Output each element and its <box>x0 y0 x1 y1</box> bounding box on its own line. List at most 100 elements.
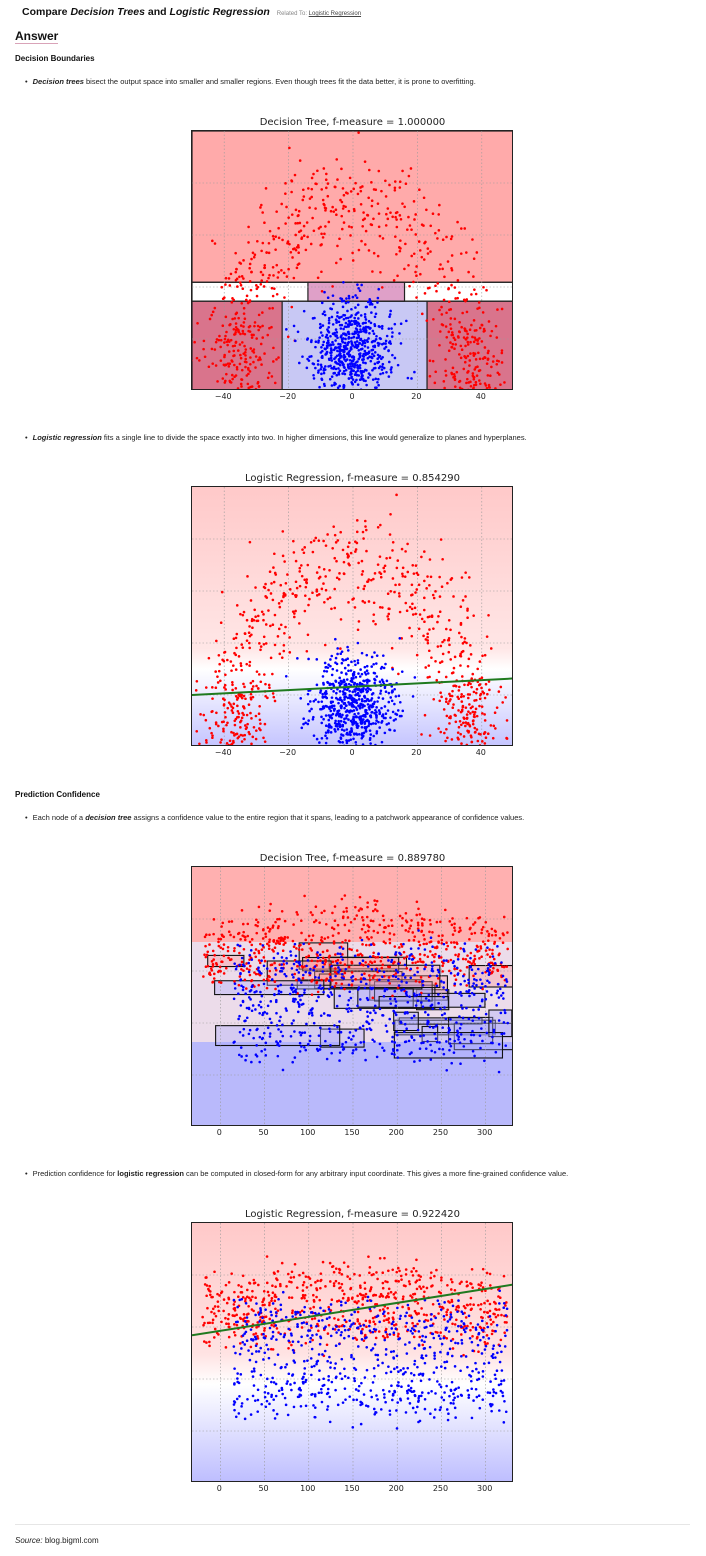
red-point <box>467 388 470 389</box>
blue-point <box>380 368 384 371</box>
red-point <box>301 976 305 980</box>
red-point <box>271 623 275 627</box>
blue-point <box>315 737 319 741</box>
red-point <box>450 345 454 349</box>
blue-point <box>402 1030 406 1034</box>
red-point <box>326 1332 330 1335</box>
red-point <box>248 1282 252 1285</box>
red-point <box>453 1288 457 1292</box>
blue-point <box>366 356 370 360</box>
tree-region-4 <box>426 300 512 389</box>
blue-point <box>410 377 413 380</box>
red-point <box>410 228 413 231</box>
red-point <box>473 368 477 371</box>
red-point <box>480 1315 483 1319</box>
blue-point <box>354 1048 358 1051</box>
red-point <box>267 276 270 280</box>
red-point <box>242 930 245 934</box>
red-point <box>367 974 371 977</box>
red-point <box>504 696 507 699</box>
red-point <box>361 1303 364 1306</box>
blue-point <box>428 1025 432 1029</box>
red-point <box>227 1281 231 1284</box>
blue-point <box>303 1031 307 1034</box>
red-point <box>404 919 408 922</box>
blue-point <box>359 720 363 724</box>
red-point <box>263 722 267 726</box>
blue-point <box>311 362 315 365</box>
red-point <box>380 966 384 970</box>
blue-point <box>421 1005 425 1008</box>
red-point <box>365 549 368 553</box>
tree-leaf-region <box>398 1017 483 1025</box>
red-point <box>346 554 350 557</box>
red-point <box>430 615 434 619</box>
red-point <box>250 336 254 339</box>
blue-point <box>318 1048 322 1051</box>
red-point <box>428 734 432 737</box>
blue-point <box>442 995 446 999</box>
red-point <box>317 539 321 542</box>
red-point <box>396 274 399 278</box>
red-point <box>456 335 460 338</box>
red-point <box>466 354 470 358</box>
red-point <box>263 959 267 963</box>
red-point <box>240 385 243 388</box>
red-point <box>472 257 476 261</box>
red-point <box>290 1280 293 1284</box>
red-point <box>359 203 363 206</box>
blue-point <box>344 716 348 720</box>
red-point <box>443 386 446 389</box>
blue-point <box>434 1037 438 1040</box>
red-point <box>494 933 498 937</box>
blue-point <box>457 1038 460 1041</box>
red-point <box>461 704 465 708</box>
red-point <box>286 240 290 243</box>
red-point <box>316 990 320 994</box>
blue-point <box>247 961 251 965</box>
red-point <box>234 668 238 671</box>
red-point <box>235 1323 239 1327</box>
blue-point <box>306 702 310 706</box>
red-point <box>333 533 337 537</box>
red-point <box>454 953 457 957</box>
red-point <box>326 936 330 939</box>
red-point <box>247 1296 251 1300</box>
blue-point <box>369 742 372 745</box>
red-point <box>343 923 347 927</box>
red-point <box>367 168 371 172</box>
red-point <box>312 1298 316 1302</box>
blue-point <box>501 991 505 995</box>
red-point <box>387 1287 391 1291</box>
blue-point <box>360 699 364 703</box>
red-point <box>391 1316 395 1319</box>
red-point <box>412 1266 416 1270</box>
red-point <box>390 924 394 928</box>
red-point <box>213 348 217 351</box>
red-point <box>431 931 434 934</box>
blue-point <box>335 1004 339 1008</box>
red-point <box>300 1326 304 1329</box>
red-point <box>408 927 411 930</box>
red-point <box>292 923 295 926</box>
blue-point <box>269 1000 273 1003</box>
red-point <box>499 1338 503 1342</box>
red-point <box>410 1296 414 1299</box>
blue-point <box>371 1018 374 1022</box>
red-point <box>248 641 251 645</box>
red-point <box>356 586 360 589</box>
red-point <box>388 556 392 560</box>
red-point <box>228 284 232 287</box>
red-point <box>431 212 435 216</box>
blue-point <box>449 1044 453 1048</box>
red-point <box>393 186 397 190</box>
blue-point <box>323 661 327 665</box>
blue-point <box>343 688 346 691</box>
red-point <box>442 961 445 965</box>
red-point <box>324 225 327 228</box>
related-link[interactable]: Logistic Regression <box>308 11 362 17</box>
red-point <box>438 1305 442 1308</box>
red-point <box>454 343 458 346</box>
blue-point <box>367 319 371 323</box>
blue-point <box>471 1029 474 1033</box>
